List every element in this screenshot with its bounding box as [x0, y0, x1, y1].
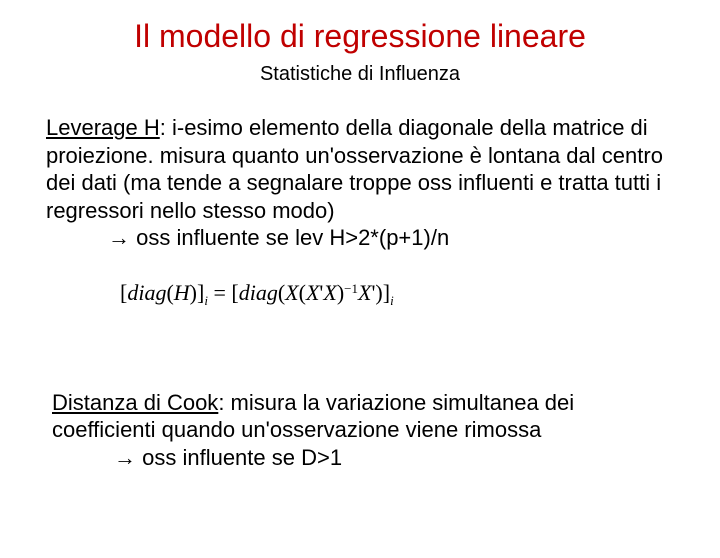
leverage-rule: oss influente se lev H>2*(p+1)/n [130, 225, 449, 250]
cook-label: Distanza di Cook [52, 390, 218, 415]
leverage-text: Leverage H: i-esimo elemento della diago… [46, 114, 674, 224]
f-lhs-arg: H [174, 280, 190, 305]
f-rhs-paren-open: ( [299, 280, 306, 305]
f-rhs-open: [ [231, 280, 238, 305]
f-rhs-x2: X [306, 280, 319, 305]
leverage-paragraph: Leverage H: i-esimo elemento della diago… [0, 114, 720, 252]
f-rhs-exp: −1 [344, 281, 358, 296]
cook-paragraph: Distanza di Cook: misura la variazione s… [0, 389, 720, 472]
f-lhs-fn: diag [127, 280, 166, 305]
f-rhs-arg-close: ) [375, 280, 382, 305]
slide-title: Il modello di regressione lineare [0, 18, 720, 55]
arrow-icon: → [108, 225, 130, 250]
cook-rule: oss influente se D>1 [136, 445, 342, 470]
leverage-label: Leverage H [46, 115, 160, 140]
cook-text: Distanza di Cook: misura la variazione s… [52, 389, 674, 444]
slide-subtitle: Statistiche di Influenza [0, 63, 720, 86]
title-text: Il modello di regressione lineare [134, 18, 586, 54]
arrow-icon: → [114, 445, 136, 470]
cook-rule-line: → oss influente se D>1 [52, 444, 674, 472]
f-lhs-arg-open: ( [166, 280, 173, 305]
leverage-rule-line: → oss influente se lev H>2*(p+1)/n [46, 224, 674, 252]
f-rhs-fn: diag [239, 280, 278, 305]
subtitle-text: Statistiche di Influenza [260, 63, 460, 85]
leverage-formula: [diag(H)]i = [diag(X(X'X)−1X')]i [0, 280, 720, 309]
f-lhs-arg-close: ) [190, 280, 197, 305]
f-rhs-sub: i [390, 293, 394, 308]
f-rhs-x1: X [285, 280, 298, 305]
f-rhs-close: ] [383, 280, 390, 305]
f-rhs-x3: X [323, 280, 336, 305]
f-eq: = [208, 280, 231, 305]
f-rhs-x4: X [358, 280, 371, 305]
